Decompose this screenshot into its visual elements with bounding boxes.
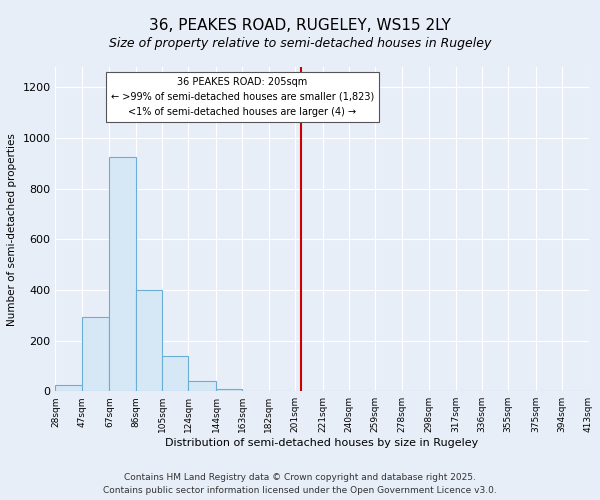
Text: 36 PEAKES ROAD: 205sqm
← >99% of semi-detached houses are smaller (1,823)
<1% of: 36 PEAKES ROAD: 205sqm ← >99% of semi-de… bbox=[111, 77, 374, 116]
Bar bbox=[55, 385, 82, 392]
Text: Contains HM Land Registry data © Crown copyright and database right 2025.
Contai: Contains HM Land Registry data © Crown c… bbox=[103, 474, 497, 495]
Text: 36, PEAKES ROAD, RUGELEY, WS15 2LY: 36, PEAKES ROAD, RUGELEY, WS15 2LY bbox=[149, 18, 451, 32]
X-axis label: Distribution of semi-detached houses by size in Rugeley: Distribution of semi-detached houses by … bbox=[166, 438, 479, 448]
Text: Size of property relative to semi-detached houses in Rugeley: Size of property relative to semi-detach… bbox=[109, 38, 491, 51]
Bar bbox=[162, 356, 188, 392]
Bar bbox=[136, 290, 162, 392]
Bar bbox=[109, 157, 136, 392]
Bar bbox=[188, 381, 216, 392]
Y-axis label: Number of semi-detached properties: Number of semi-detached properties bbox=[7, 132, 17, 326]
Bar bbox=[82, 316, 109, 392]
Bar bbox=[216, 388, 242, 392]
